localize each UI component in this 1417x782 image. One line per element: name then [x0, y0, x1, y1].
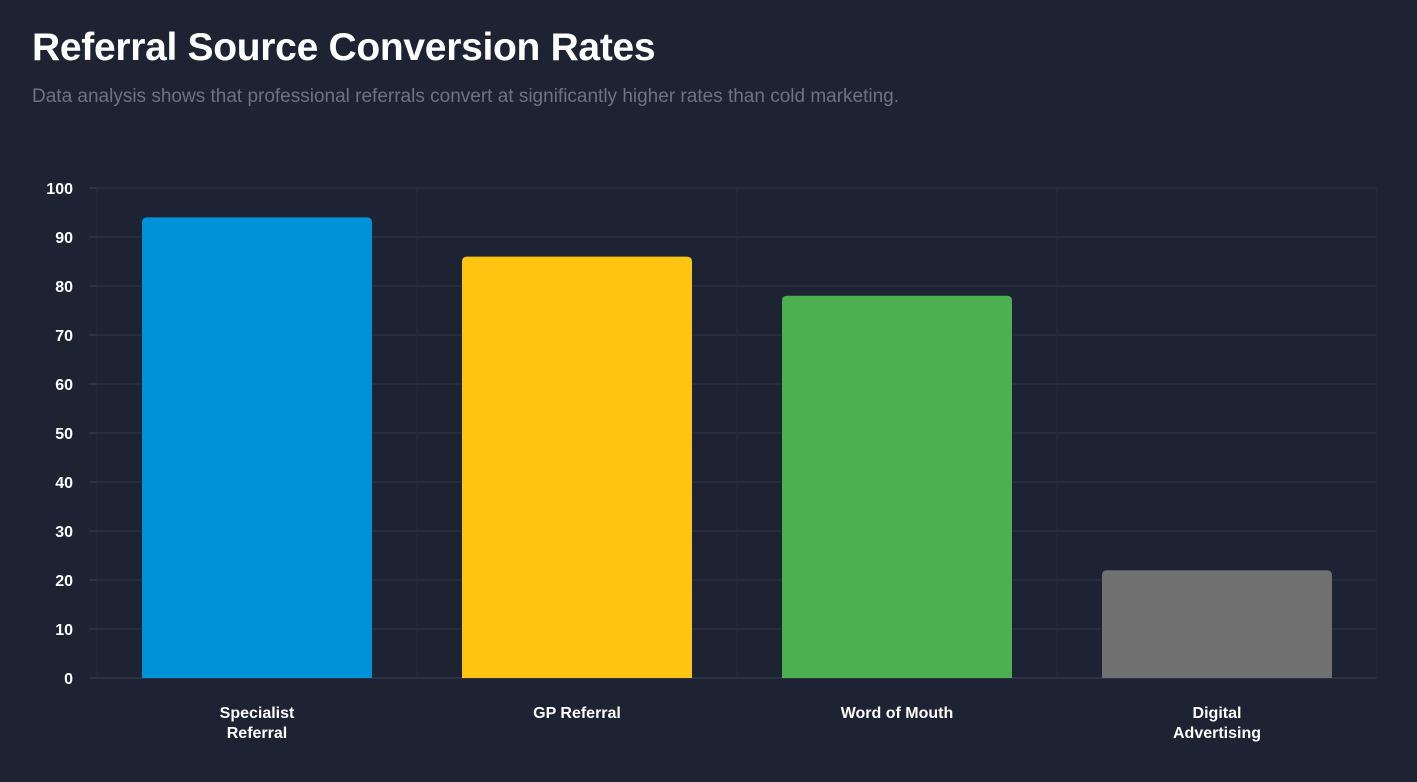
x-category-label: Referral	[227, 725, 287, 742]
y-tick-label: 60	[55, 377, 73, 394]
y-tick-label: 10	[55, 622, 73, 639]
x-category-label: GP Referral	[533, 705, 621, 722]
y-tick-label: 20	[55, 573, 73, 590]
bars-layer	[142, 217, 1332, 678]
bar	[142, 217, 372, 678]
x-category-label: Digital	[1193, 705, 1242, 722]
x-axis-categories: Specialist Referral GP Referral Word of Mou…	[220, 705, 1261, 742]
y-tick-label: 70	[55, 328, 73, 345]
y-axis-ticks: 0 10 20 30 40 50 60 70 80 90 100	[46, 181, 97, 688]
bar	[782, 295, 1012, 678]
x-category-label: Word of Mouth	[841, 705, 954, 722]
chart-title: Referral Source Conversion Rates	[32, 26, 656, 69]
y-tick-label: 80	[55, 279, 73, 296]
y-tick-label: 100	[46, 181, 73, 198]
y-tick-label: 40	[55, 475, 73, 492]
bar	[1102, 570, 1332, 678]
y-tick-label: 0	[64, 671, 73, 688]
x-category-label: Advertising	[1173, 725, 1261, 742]
chart-subtitle: Data analysis shows that professional re…	[32, 86, 900, 107]
bar	[462, 256, 692, 678]
x-category-label: Specialist	[220, 705, 295, 722]
y-tick-label: 30	[55, 524, 73, 541]
y-tick-label: 90	[55, 230, 73, 247]
y-tick-label: 50	[55, 426, 73, 443]
